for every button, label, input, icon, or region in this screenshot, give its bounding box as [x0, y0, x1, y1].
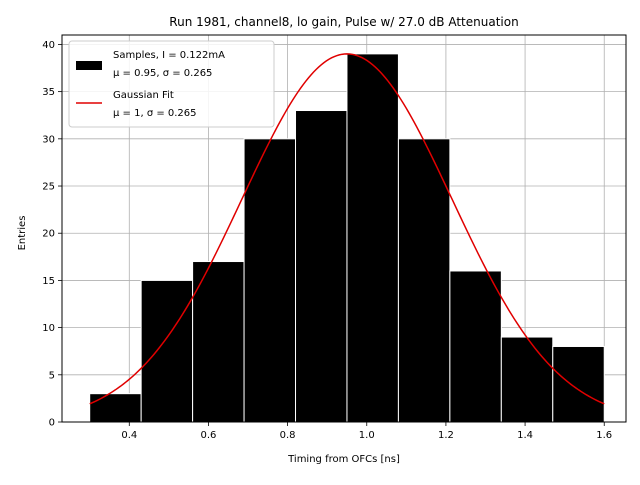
x-tick-label: 1.2 — [438, 430, 454, 441]
x-tick-label: 0.8 — [280, 430, 296, 441]
histogram-bar — [295, 110, 348, 423]
x-tick-label: 1.4 — [517, 430, 533, 441]
legend-box — [68, 40, 275, 128]
histogram-bar — [500, 336, 554, 423]
x-tick-label: 0.6 — [200, 430, 216, 441]
histogram-bar — [192, 261, 245, 423]
x-tick-label: 1.6 — [596, 430, 612, 441]
y-tick-label: 25 — [42, 182, 55, 193]
legend-fit-label: Gaussian Fit — [113, 90, 174, 101]
gaussian-fit-layer — [89, 53, 605, 405]
histogram-bar — [140, 279, 194, 423]
y-tick-label: 10 — [42, 323, 55, 334]
plot-frame — [61, 34, 627, 423]
x-axis-label: Timing from OFCs [ns] — [287, 454, 400, 465]
histogram-bar — [449, 270, 502, 423]
y-tick-label: 30 — [42, 134, 55, 145]
legend: Samples, I = 0.122mA μ = 0.95, σ = 0.265… — [68, 40, 275, 128]
histogram-bar — [346, 53, 399, 423]
y-tick-label: 35 — [42, 87, 55, 98]
x-tick-label: 1.0 — [359, 430, 375, 441]
y-tick-label: 20 — [42, 229, 55, 240]
histogram-bar — [243, 138, 297, 423]
chart-title: Run 1981, channel8, lo gain, Pulse w/ 27… — [169, 15, 518, 29]
gaussian-fit-line — [89, 53, 605, 405]
legend-fit-stats: μ = 1, σ = 0.265 — [113, 108, 197, 119]
x-tick-label: 0.4 — [121, 430, 137, 441]
histogram-bar — [89, 393, 142, 423]
y-axis-label: Entries — [17, 216, 28, 251]
histogram-bar — [397, 138, 451, 423]
y-tick-label: 0 — [49, 418, 55, 429]
y-tick-label: 40 — [42, 40, 55, 51]
histogram-bar — [552, 345, 605, 423]
y-tick-label: 15 — [42, 276, 55, 287]
legend-samples-swatch — [76, 61, 102, 70]
legend-samples-label: Samples, I = 0.122mA — [113, 50, 225, 61]
y-tick-label: 5 — [49, 370, 55, 381]
histogram-bars — [89, 53, 605, 423]
legend-samples-stats: μ = 0.95, σ = 0.265 — [113, 68, 212, 79]
axis-ticks: 0.4 0.6 0.8 1.0 1.2 1.4 1.6 0 5 10 15 20 25 30 35 40 — [42, 40, 612, 441]
